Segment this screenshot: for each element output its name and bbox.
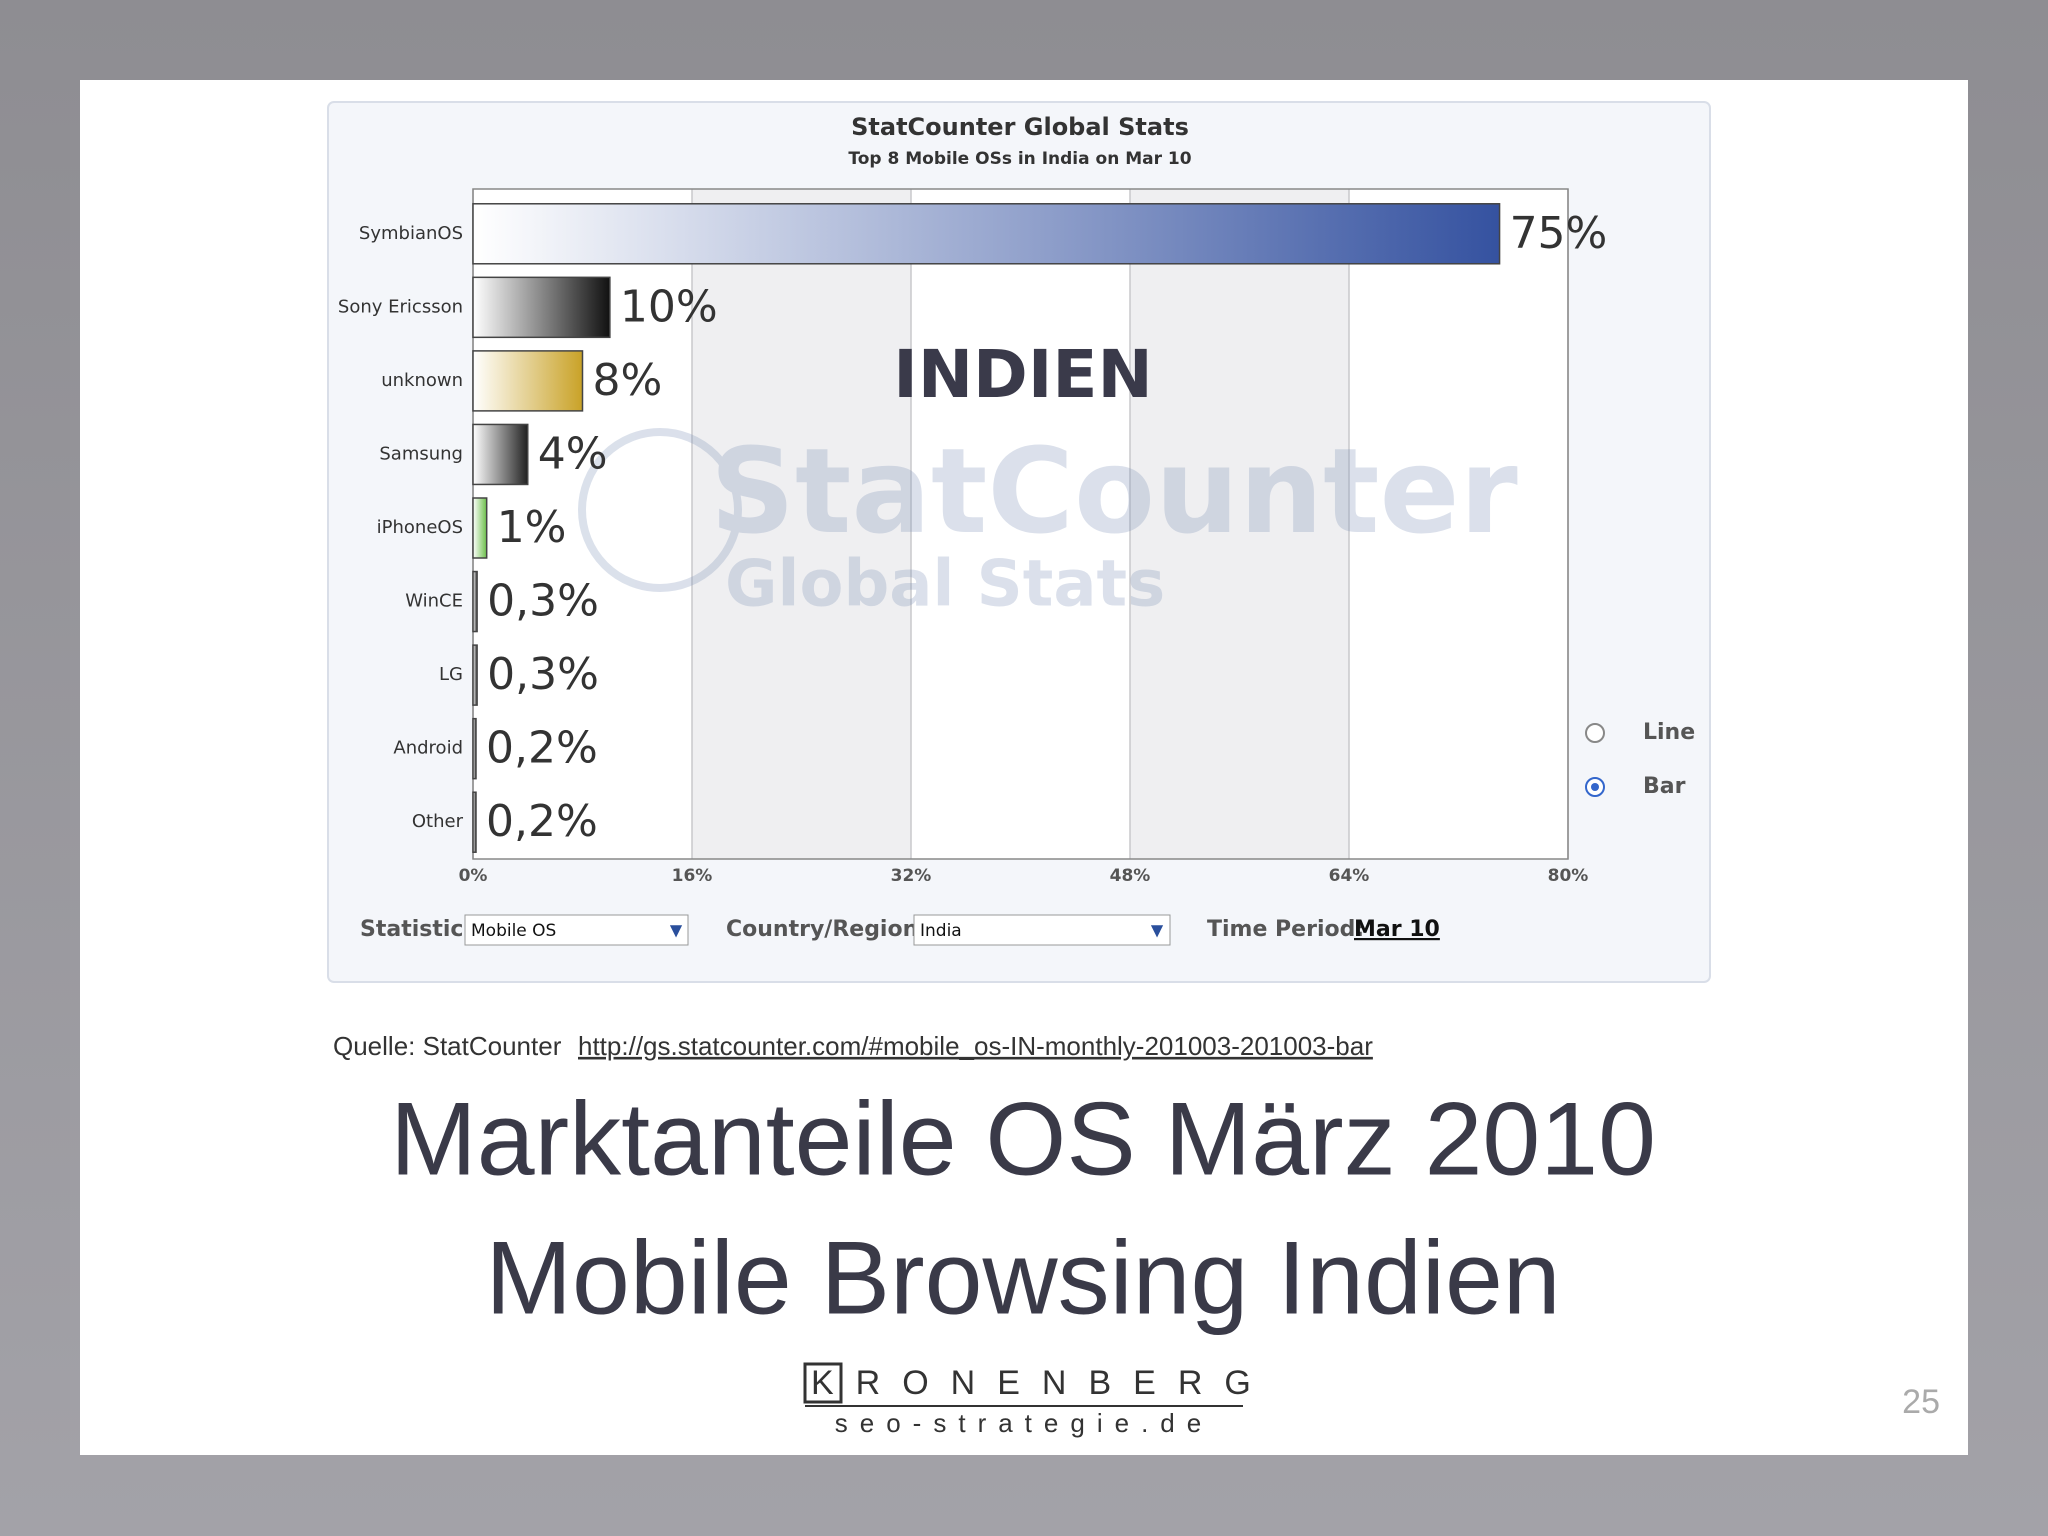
slide-title: Marktanteile OS März 2010	[390, 1081, 1656, 1197]
plot-band	[692, 189, 911, 859]
logo-domain: seo-strategie.de	[835, 1408, 1213, 1438]
select-country[interactable]	[913, 914, 1171, 946]
bar	[472, 203, 1501, 265]
value-label: 10%	[620, 281, 718, 332]
bar	[472, 350, 584, 412]
y-tick-label: iPhoneOS	[377, 517, 463, 538]
source-label: Quelle: StatCounter	[333, 1031, 562, 1061]
source-link[interactable]: http://gs.statcounter.com/#mobile_os-IN-…	[578, 1031, 1373, 1061]
plot-area	[473, 189, 1568, 859]
watermark-text: StatCounter	[710, 422, 1518, 560]
x-tick-label: 64%	[1329, 866, 1370, 886]
logo-box	[803, 1362, 843, 1404]
value-label: 75%	[1510, 208, 1608, 259]
select-value: Mobile OS	[471, 921, 556, 941]
y-tick-label: Android	[393, 738, 463, 759]
x-tick-label: 32%	[891, 866, 932, 886]
radio-line[interactable]	[1585, 723, 1605, 743]
select-statistic[interactable]	[464, 914, 689, 946]
value-label: 0,3%	[487, 649, 599, 700]
bar	[472, 644, 478, 706]
page-number: 25	[1902, 1383, 1940, 1421]
x-tick-label: 0%	[459, 866, 488, 886]
annotation: INDIEN	[893, 336, 1152, 413]
bar	[472, 570, 478, 633]
slide-title: Mobile Browsing Indien	[485, 1220, 1560, 1336]
option-line[interactable]: Line	[1643, 720, 1695, 745]
bar	[472, 276, 611, 339]
radio-dot	[1591, 783, 1599, 791]
logo-name: KRONENBERG	[811, 1364, 1273, 1402]
value-label: 0,2%	[486, 796, 598, 847]
bar	[472, 791, 477, 853]
value-label: 0,3%	[487, 576, 599, 627]
dropdown-arrow: ▼	[1151, 921, 1164, 940]
chart-subtitle: Top 8 Mobile OSs in India on Mar 10	[848, 149, 1191, 169]
y-tick-label: Other	[412, 811, 464, 832]
watermark-globe	[578, 428, 742, 592]
y-tick-label: WinCE	[405, 591, 463, 612]
bar	[472, 423, 529, 486]
bar	[472, 497, 488, 559]
control-label: Country/Region:	[726, 917, 927, 942]
y-tick-label: Samsung	[379, 443, 463, 464]
control-label: Statistic:	[360, 917, 472, 942]
bar	[472, 717, 477, 780]
y-tick-label: Sony Ericsson	[338, 296, 463, 317]
plot-band	[1130, 189, 1349, 859]
value-label: 4%	[538, 428, 608, 479]
y-tick-label: LG	[439, 664, 463, 685]
option-bar[interactable]: Bar	[1643, 774, 1686, 799]
control-label: Time Period:	[1207, 917, 1364, 942]
select-value: India	[920, 921, 962, 941]
value-label: 8%	[593, 355, 663, 406]
value-label: 0,2%	[486, 723, 598, 774]
y-tick-label: unknown	[381, 370, 463, 391]
x-tick-label: 80%	[1548, 866, 1589, 886]
period-value[interactable]: Mar 10	[1354, 917, 1440, 942]
x-tick-label: 16%	[672, 866, 713, 886]
value-label: 1%	[497, 502, 567, 553]
x-tick-label: 48%	[1110, 866, 1151, 886]
y-tick-label: SymbianOS	[359, 223, 463, 244]
watermark-text: Global Stats	[725, 548, 1165, 622]
dropdown-arrow: ▼	[670, 921, 683, 940]
chart-title: StatCounter Global Stats	[851, 113, 1189, 141]
